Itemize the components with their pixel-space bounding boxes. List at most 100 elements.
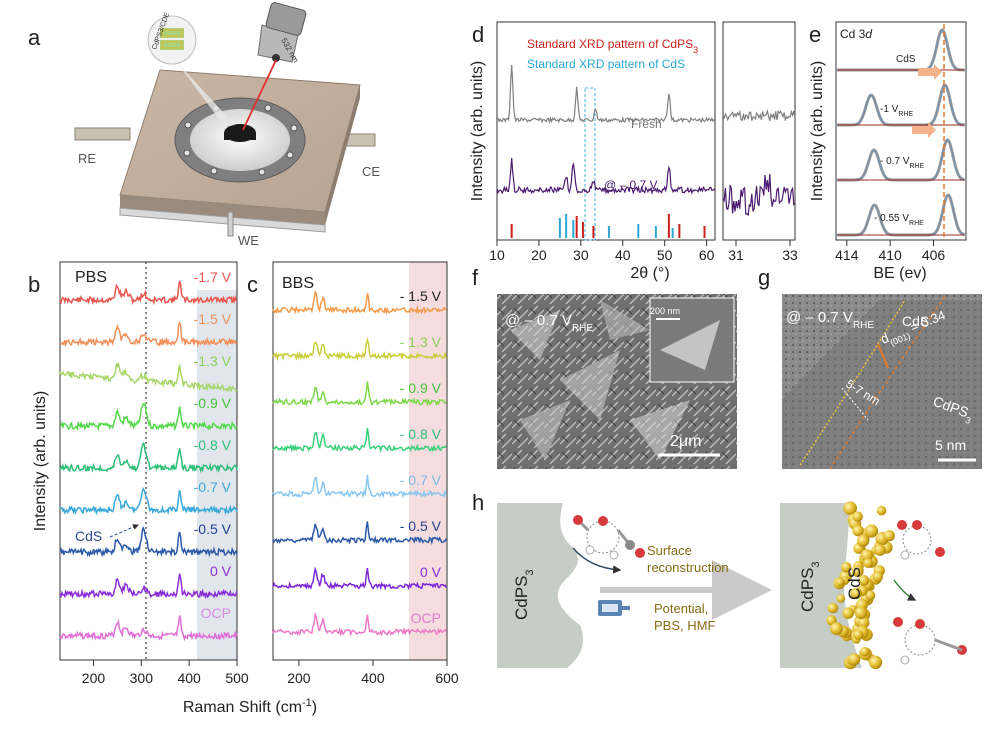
cds-particle [836,594,846,603]
xps-row-label-sub: RHE [909,220,924,227]
ce-label: CE [362,164,380,179]
raman-pbs-potential-label: OCP [201,605,231,621]
sem-scale: 2μm [670,433,701,450]
panel-f: f 200 nm @ – 0.7 VRHE 2μm [472,265,737,469]
panel-e-traces [836,28,966,237]
sem-condition-text: @ – 0.7 V [505,312,572,329]
panel-h: h CdPS3 Surface reconstruction Potential… [472,490,967,670]
panel-e-xaxis: 414 410 406 [835,240,945,263]
legend-cdps3-sub: 3 [693,45,698,55]
cds-particle [860,647,870,657]
arrow-top-line1: Surface [647,543,692,558]
panel-d-xaxis: 10 20 30 40 50 60 31 33 [489,240,798,263]
raman-bbs-potential-label: - 0.5 V [400,518,442,534]
raman-pbs-potential-label: -1.3 V [194,353,232,369]
xrd-tick-label: 60 [699,247,715,263]
sample-electrode-body [224,133,256,140]
sem-condition: @ – 0.7 VRHE [505,312,593,334]
raman-bbs-trace [272,521,447,546]
panel-d-zoom-frame [722,21,796,241]
xps-row-label: CdS [896,54,916,65]
xps-row-label-text: -1 V [880,104,899,115]
shift-arrow-2 [912,122,936,138]
panel-b-xaxis: 200 300 400 500 [82,660,249,686]
panel-d-xlabel: 2θ (°) [630,265,669,282]
tem-scale: 5 nm [935,437,966,453]
cds-particle [836,578,845,587]
raman-pbs-potential-label: -0.5 V [194,521,232,537]
raman-pbs-trace [59,525,238,558]
raman-pbs-potential-label: -1.7 V [194,269,232,285]
panel-f-letter: f [472,265,479,290]
panel-c-frame [272,261,448,661]
cdps3-right-label: CdPS3 [798,561,822,612]
cdps3-right-sub: 3 [810,561,822,567]
panel-a-letter: a [28,25,41,50]
tem-condition: @ – 0.7 VRHE [786,309,874,331]
xrd-tick-label: 10 [489,247,505,263]
arrow-bottom-line2: PBS, HMF [654,618,715,633]
raman-pbs-trace [59,441,238,474]
raman-pbs-trace [59,320,238,348]
panel-d-zoom-box [584,87,596,241]
raman-bbs-trace [272,611,447,637]
cds-particle [863,558,874,568]
raman-pbs-potential-label: -1.5 V [194,311,232,327]
xps-row-label-text: CdS [896,54,916,65]
raman-bbs-trace [272,566,447,591]
panel-c: c - 1.5 V - 1.3 V - 0.9 V - 0.8 V - 0.7 V - 0… [247,261,459,686]
cds-particle [852,511,863,522]
panel-e-frame [835,21,967,241]
cds-particle [874,544,886,556]
panel-b: b -1.7 V -1.5 V -1.3 V -0.9 V -0.8 V -0.7 V -0… [28,261,249,686]
objective-lens [257,2,307,63]
xps-row-label-text: - 0.55 V [874,213,909,224]
cds-particle [850,587,862,600]
raman-bbs-tick-label: 400 [361,670,385,686]
cds-particle [853,629,864,640]
panel-b-labels: -1.7 V -1.5 V -1.3 V -0.9 V -0.8 V -0.7 V -0.5… [194,269,232,621]
panel-d-ylabel: Intensity (arb. units) [469,61,486,202]
raman-bbs-tick-label: 600 [435,670,459,686]
raman-pbs-tick-label: 200 [82,670,106,686]
tem-boundary-cds [799,299,906,466]
raman-bbs-potential-label: - 0.9 V [400,380,442,396]
cds-particle [830,622,843,636]
raman-pbs-trace [59,280,238,306]
sem-flakes [510,300,690,460]
cds-particle [860,549,874,562]
panel-e-title-text: Cd 3 [840,27,866,41]
sem-condition-sub: RHE [572,323,593,334]
we-label: WE [238,233,259,248]
raman-bbs-trace [272,428,447,454]
panel-e-row-labels: CdS-1 VRHE- 0.7 VRHE- 0.55 VRHE [874,54,925,227]
product-arrow [893,579,917,601]
cds-particle [851,565,864,577]
panel-b-shade [197,290,237,660]
xps-row-label-sub: RHE [898,111,913,118]
panel-b-letter: b [28,272,40,297]
raman-xlabel-text: Raman Shift (cm [183,699,302,716]
panel-c-xaxis: 200 400 600 [287,660,459,686]
xps-tick-label: 410 [878,247,902,263]
tem-condition-text: @ – 0.7 V [786,309,853,326]
raman-pbs-trace [59,361,238,393]
xps-tick-label: 406 [922,247,946,263]
cdps3-left-sub: 3 [524,569,536,575]
legend-cdps3-text: Standard XRD pattern of CdPS [527,37,693,51]
cdps3-left-label: CdPS3 [512,569,536,620]
re-electrode [74,127,131,141]
panel-c-letter: c [247,272,258,297]
raman-xlabel-sup: -1 [302,697,312,709]
panel-e-title: Cd 3d [840,27,872,41]
xps-fit [836,84,965,126]
panel-e-letter: e [809,22,821,47]
re-label: RE [78,151,96,166]
panel-g-letter: g [758,265,770,290]
panel-b-ylabel: Intensity (arb. units) [32,391,49,532]
panel-e: e 414 410 406 Cd 3d CdS-1 VRHE- 0.7 VRHE- … [809,21,967,282]
cds-particle [883,530,895,542]
tem-cdps3-sub: 3 [964,415,972,426]
cds-particle [869,655,883,670]
xrd-tick-label: 40 [615,247,631,263]
